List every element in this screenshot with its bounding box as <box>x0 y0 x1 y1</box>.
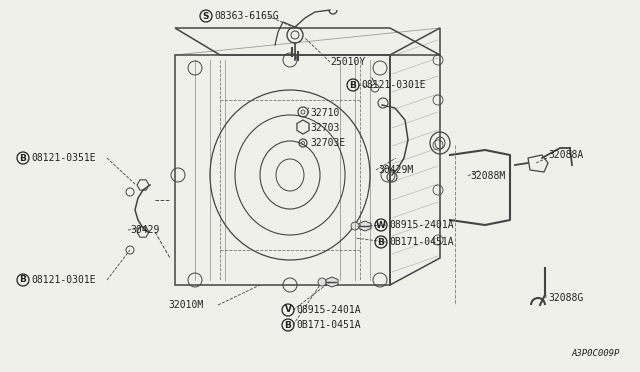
Text: 25010Y: 25010Y <box>330 57 365 67</box>
Text: 08121-0301E: 08121-0301E <box>361 80 426 90</box>
Text: B: B <box>285 321 291 330</box>
Text: 32010M: 32010M <box>168 300 204 310</box>
Text: B: B <box>20 154 26 163</box>
Text: 32703E: 32703E <box>310 138 345 148</box>
Text: S: S <box>203 12 209 20</box>
Text: 08363-6165G: 08363-6165G <box>214 11 278 21</box>
Text: B: B <box>20 276 26 285</box>
Circle shape <box>318 278 326 286</box>
Polygon shape <box>359 221 371 231</box>
Text: W: W <box>376 221 386 230</box>
Circle shape <box>351 222 359 230</box>
Text: 08121-0351E: 08121-0351E <box>31 153 95 163</box>
Text: 32088M: 32088M <box>470 171 505 181</box>
Text: 30429: 30429 <box>130 225 159 235</box>
Text: A3P0C009P: A3P0C009P <box>572 349 620 358</box>
Polygon shape <box>326 277 338 287</box>
Text: 08121-0301E: 08121-0301E <box>31 275 95 285</box>
Text: 32088A: 32088A <box>548 150 583 160</box>
Text: 0B171-0451A: 0B171-0451A <box>389 237 454 247</box>
Text: 32710: 32710 <box>310 108 339 118</box>
Text: B: B <box>349 80 356 90</box>
Text: 0B171-0451A: 0B171-0451A <box>296 320 360 330</box>
Text: 30429M: 30429M <box>378 165 413 175</box>
Text: B: B <box>378 237 385 247</box>
Text: 32703: 32703 <box>310 123 339 133</box>
Text: 08915-2401A: 08915-2401A <box>389 220 454 230</box>
Text: 32088G: 32088G <box>548 293 583 303</box>
Text: 08915-2401A: 08915-2401A <box>296 305 360 315</box>
Text: V: V <box>285 305 291 314</box>
